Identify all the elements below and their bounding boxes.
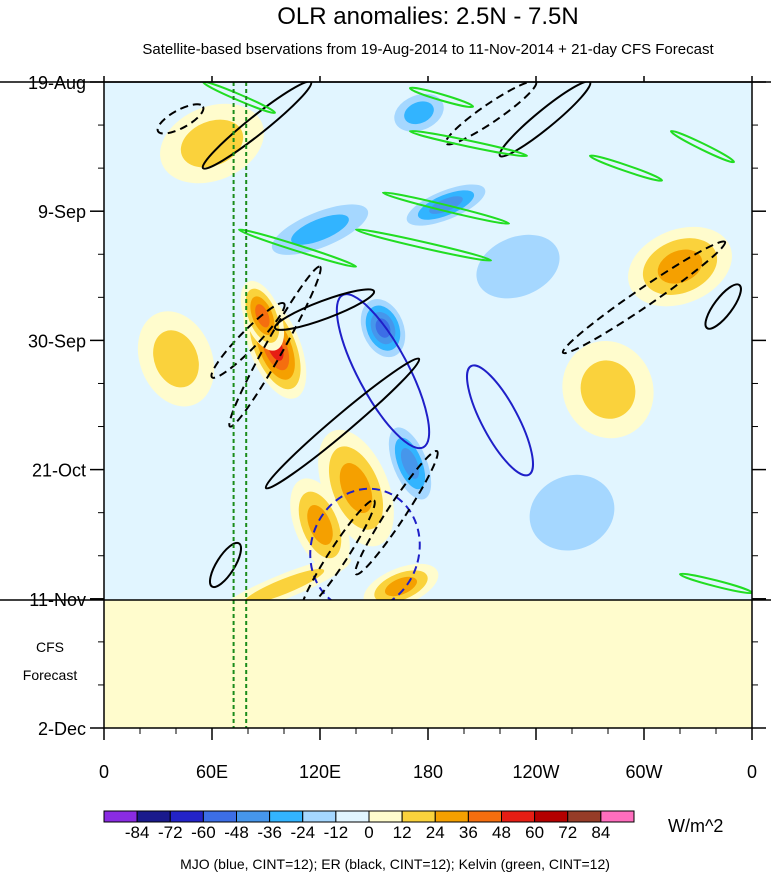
colorbar-label-1: -72 [158, 823, 183, 842]
anomaly-blob-7-level-3 [291, 214, 349, 245]
er-contour-5 [300, 499, 376, 600]
anomaly-blob-10-level-2 [476, 234, 560, 299]
x-tick-label-5: 60W [625, 762, 662, 782]
colorbar-swatch-9 [401, 810, 436, 823]
kelvin-contour-7 [237, 228, 358, 268]
anomaly-blob-16-level-1 [624, 452, 736, 574]
er-contour-11 [208, 541, 243, 589]
x-axis: 0 60E 120E 180 120W 60W 0 [99, 76, 757, 782]
wave-contours [156, 82, 752, 600]
chart-title: OLR anomalies: 2.5N - 7.5N [277, 3, 578, 30]
colorbar-swatch-5 [269, 810, 304, 823]
kelvin-contour-5 [669, 129, 736, 164]
x-tick-label-2: 120E [299, 762, 341, 782]
er-contour-2 [210, 301, 286, 379]
colorbar-label-5: -24 [290, 823, 315, 842]
kelvin-contour-3 [354, 228, 493, 262]
colorbar-label-7: 0 [364, 823, 373, 842]
colorbar-swatch-10 [434, 810, 469, 823]
anomaly-blob-14-level-2 [580, 360, 636, 419]
colorbar-swatch-0 [103, 810, 138, 823]
er-contour-12 [156, 103, 205, 135]
colorbar-swatch-4 [236, 810, 271, 823]
colorbar-swatch-2 [169, 810, 204, 823]
er-contour-8 [704, 283, 742, 330]
anomaly-blob-17-level-2 [243, 568, 325, 600]
mjo-contour-2 [309, 487, 421, 600]
y-tick-label-2: 30-Sep [28, 331, 86, 351]
colorbar-swatch-14 [567, 810, 602, 823]
colorbar-label-12: 60 [525, 823, 544, 842]
y-tick-label-5: 2-Dec [38, 719, 86, 739]
anomaly-blob-3-level-3 [307, 504, 333, 545]
kelvin-contour-1 [408, 129, 529, 158]
anomaly-blob-2-level-3 [339, 463, 373, 514]
colorbar-label-10: 36 [459, 823, 478, 842]
kelvin-contour-6 [408, 86, 475, 109]
colorbar-swatch-12 [501, 810, 536, 823]
highlight-longitudes [232, 82, 248, 728]
colorbar-label-6: -12 [324, 823, 349, 842]
colorbar-swatch-15 [600, 810, 635, 823]
anomaly-blob-11-level-3 [657, 249, 703, 284]
er-contour-4 [264, 357, 421, 490]
colorbar-swatch-3 [202, 810, 237, 823]
kelvin-contour-4 [588, 154, 664, 182]
anomaly-blob-12-level-2 [529, 474, 615, 551]
colorbar-swatch-7 [335, 810, 370, 823]
anomaly-blob-9-level-3 [404, 101, 434, 125]
er-contour-7 [561, 240, 727, 355]
forecast-region [104, 600, 752, 728]
er-contour-9 [498, 82, 592, 158]
colorbar-swatch-13 [534, 810, 569, 823]
anomaly-blob-15-level-2 [153, 330, 199, 388]
colorbar-label-11: 48 [492, 823, 511, 842]
colorbar-label-8: 12 [393, 823, 412, 842]
colorbar-label-4: -36 [257, 823, 282, 842]
kelvin-contour-2 [381, 191, 511, 225]
mjo-contour-1 [466, 364, 534, 477]
forecast-label-line2: Forecast [23, 667, 78, 683]
colorbar-label-0: -84 [125, 823, 150, 842]
colorbar-label-2: -60 [191, 823, 216, 842]
y-tick-label-1: 9-Sep [38, 202, 86, 222]
contour-footnote: MJO (blue, CINT=12); ER (black, CINT=12)… [180, 856, 610, 872]
x-tick-label-3: 180 [413, 762, 443, 782]
colorbar-units: W/m^2 [668, 816, 723, 836]
y-tick-label-4: 11-Nov [29, 590, 86, 610]
colorbar-swatch-1 [136, 810, 171, 823]
y-tick-label-3: 21-Oct [32, 461, 86, 481]
chart-subtitle: Satellite-based bservations from 19-Aug-… [142, 41, 714, 58]
kelvin-contour-0 [201, 82, 277, 115]
colorbar-swatch-11 [467, 810, 502, 823]
x-tick-label-1: 60E [196, 762, 228, 782]
colorbar-swatch-6 [302, 810, 337, 823]
colorbar-label-3: -48 [224, 823, 249, 842]
anomaly-blob-5-level-5 [375, 318, 391, 338]
colorbar: -84 -72 -60 -48 -36 -24 -12 0 12 24 36 48 60 72 84 [103, 810, 635, 842]
x-tick-label-6: 0 [747, 762, 757, 782]
y-axis: 19-Aug 9-Sep 30-Sep 21-Oct 11-Nov 2-Dec [28, 73, 766, 739]
er-contour-10 [444, 82, 538, 146]
er-contour-1 [273, 288, 376, 331]
anomaly-blob-6-level-4 [400, 447, 420, 479]
colorbar-label-13: 72 [558, 823, 577, 842]
x-tick-label-4: 120W [512, 762, 559, 782]
er-contour-3 [228, 265, 322, 428]
y-tick-label-0: 19-Aug [28, 73, 86, 93]
anomaly-blob-13-level-2 [180, 119, 244, 168]
x-tick-label-0: 0 [99, 762, 109, 782]
colorbar-label-9: 24 [426, 823, 445, 842]
colorbar-label-14: 84 [591, 823, 610, 842]
colorbar-swatch-8 [368, 810, 403, 823]
er-contour-6 [354, 449, 439, 576]
forecast-label-line1: CFS [36, 639, 64, 655]
